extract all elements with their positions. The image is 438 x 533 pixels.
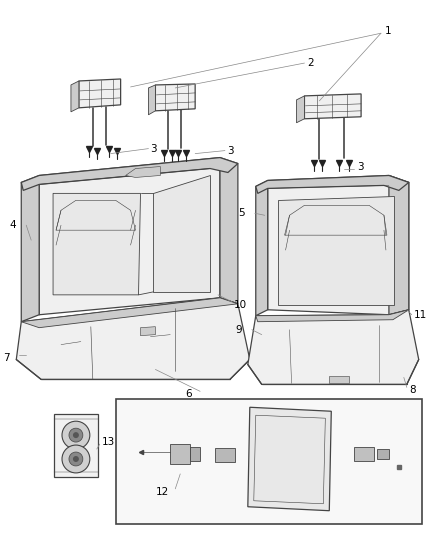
Circle shape [69,428,83,442]
Text: 7: 7 [4,352,10,362]
Polygon shape [329,376,349,383]
Polygon shape [153,175,210,292]
Text: 3: 3 [227,146,233,156]
Polygon shape [54,414,98,477]
Text: 10: 10 [234,300,247,310]
Text: 3: 3 [357,161,364,172]
Polygon shape [377,449,389,459]
Circle shape [73,456,79,462]
Polygon shape [21,158,238,190]
Bar [116,399,422,523]
Polygon shape [16,298,250,379]
Polygon shape [354,447,374,461]
Text: 12: 12 [155,487,169,497]
Polygon shape [220,158,238,304]
Text: 8: 8 [409,385,415,395]
Text: 13: 13 [102,437,115,447]
Circle shape [62,445,90,473]
Polygon shape [170,444,190,464]
Circle shape [69,452,83,466]
Polygon shape [126,166,160,177]
Polygon shape [71,81,79,112]
Polygon shape [39,158,220,315]
Polygon shape [148,85,155,115]
Polygon shape [256,181,268,316]
Polygon shape [79,79,120,108]
Polygon shape [248,407,331,511]
Polygon shape [155,84,195,111]
Polygon shape [141,327,155,336]
Polygon shape [297,96,304,123]
Text: 11: 11 [414,310,427,320]
Text: 4: 4 [9,220,16,230]
Polygon shape [190,447,200,461]
Polygon shape [53,193,141,295]
Circle shape [73,432,79,438]
Polygon shape [21,298,238,328]
Polygon shape [215,448,235,462]
Text: 2: 2 [307,58,314,68]
Circle shape [62,421,90,449]
Polygon shape [256,175,409,193]
Text: 5: 5 [238,208,244,219]
Polygon shape [304,94,361,119]
Polygon shape [278,196,394,305]
Polygon shape [248,310,419,384]
Text: 3: 3 [150,143,157,154]
Text: 6: 6 [185,389,192,399]
Text: 9: 9 [235,325,241,335]
Text: 1: 1 [385,26,392,36]
Polygon shape [256,310,409,322]
Polygon shape [21,175,39,322]
Polygon shape [268,175,409,315]
Polygon shape [389,175,409,315]
